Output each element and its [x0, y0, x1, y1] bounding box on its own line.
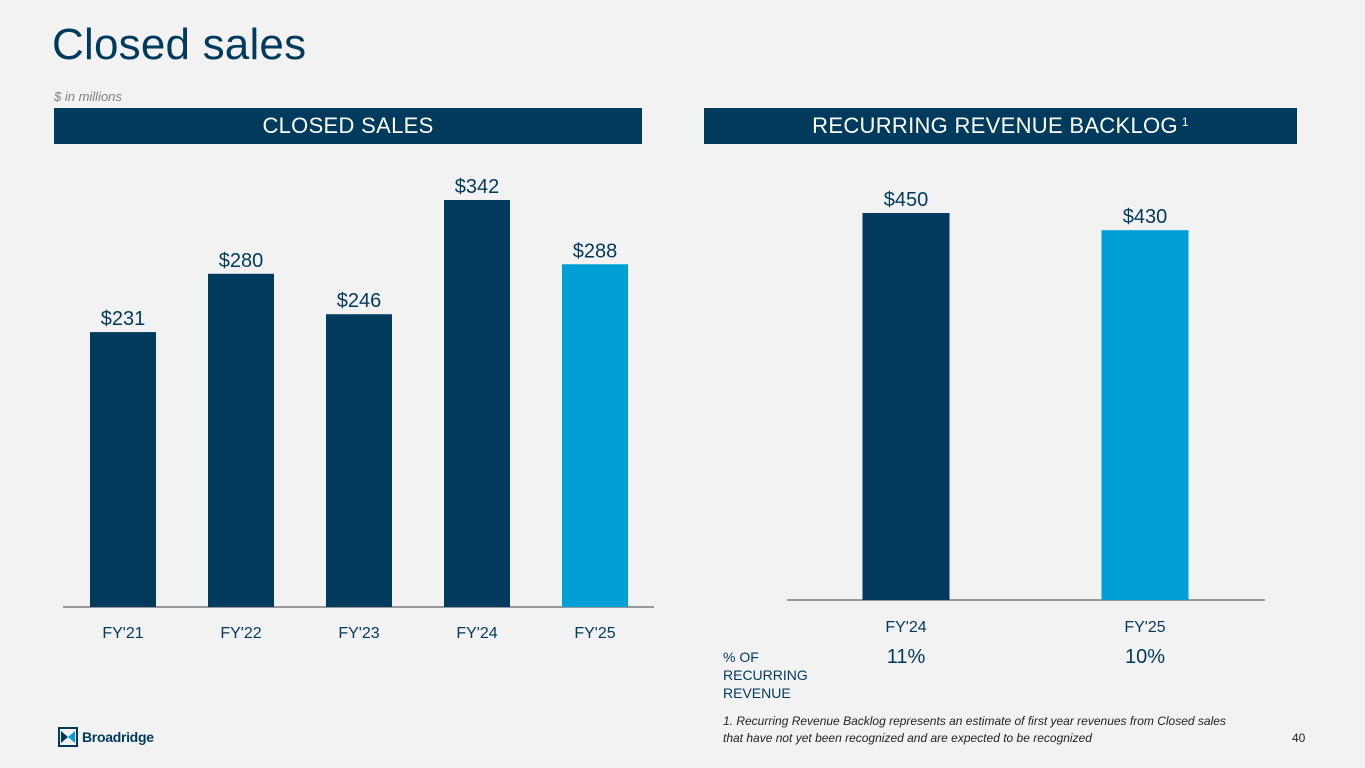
closed-sales-bar	[90, 332, 156, 607]
broadridge-logo: Broadridge	[58, 726, 154, 748]
backlog-bar	[862, 213, 950, 600]
backlog-bar	[1101, 230, 1189, 600]
pct-label-line: % OF	[723, 649, 759, 665]
logo-text: Broadridge	[82, 729, 154, 745]
broadridge-logo-icon	[58, 727, 78, 747]
backlog-bar-value-label: $450	[884, 189, 929, 211]
closed-sales-tick-label: FY'21	[102, 625, 143, 642]
footnote-marker: 1	[1181, 115, 1189, 129]
footnote-line: 1. Recurring Revenue Backlog represents …	[723, 714, 1226, 728]
closed-sales-bar-value-label: $246	[337, 290, 382, 312]
pct-recurring-label: % OF RECURRING REVENUE	[723, 648, 823, 702]
pct-label-line: REVENUE	[723, 685, 791, 701]
closed-sales-tick-label: FY'25	[574, 625, 615, 642]
pct-recurring-fy24: 11%	[886, 646, 926, 668]
backlog-tick-label: FY'25	[1124, 619, 1165, 636]
closed-sales-tick-label: FY'24	[456, 625, 497, 642]
backlog-header-label: RECURRING REVENUE BACKLOG	[812, 113, 1178, 138]
pct-recurring-fy25: 10%	[1124, 646, 1166, 668]
closed-sales-bar-value-label: $231	[101, 308, 146, 330]
page-title: Closed sales	[52, 20, 307, 69]
closed-sales-bar	[444, 200, 510, 607]
closed-sales-tick-label: FY'23	[338, 625, 379, 642]
closed-sales-bar	[208, 273, 274, 607]
closed-sales-bar	[562, 264, 628, 607]
pct-label-line: RECURRING	[723, 667, 808, 683]
closed-sales-bar-value-label: $342	[455, 176, 500, 198]
backlog-header: RECURRING REVENUE BACKLOG 1	[704, 108, 1297, 144]
units-subtitle: $ in millions	[54, 89, 122, 104]
closed-sales-bar-value-label: $280	[219, 250, 264, 272]
backlog-tick-label: FY'24	[885, 619, 926, 636]
page-number: 40	[1292, 731, 1306, 745]
footnote: 1. Recurring Revenue Backlog represents …	[723, 713, 1283, 747]
closed-sales-header-label: CLOSED SALES	[262, 113, 434, 138]
closed-sales-header: CLOSED SALES	[54, 108, 642, 144]
closed-sales-tick-label: FY'22	[220, 625, 261, 642]
closed-sales-bar	[326, 314, 392, 607]
backlog-bar-value-label: $430	[1123, 206, 1168, 228]
footnote-line: that have not yet been recognized and ar…	[723, 731, 1092, 745]
closed-sales-bar-value-label: $288	[573, 240, 618, 262]
